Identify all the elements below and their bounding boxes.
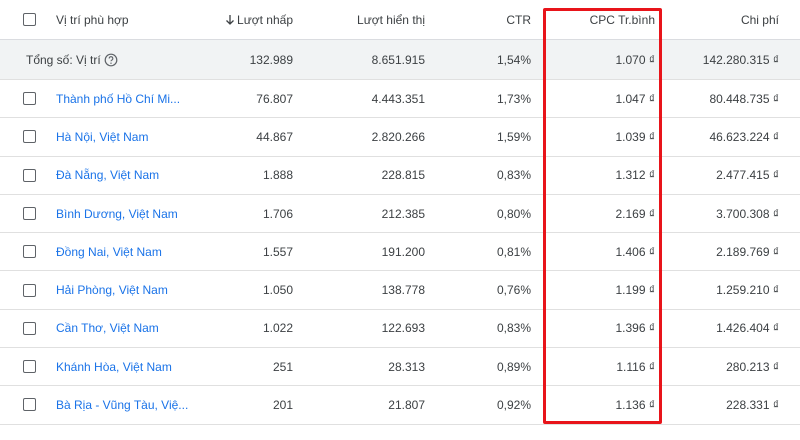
cell-value: 1.557 <box>262 244 293 259</box>
cell-value: Lượt nhấp <box>237 12 293 27</box>
cell-value: 1,54% <box>496 52 531 67</box>
cell-value: 44.867 <box>256 129 293 144</box>
cell-label: Thành phố Hồ Chí Mi... <box>56 91 181 106</box>
cell-value: 1.312 ₫ <box>615 168 655 183</box>
checkbox[interactable] <box>23 360 36 374</box>
cell-value: 1.406 ₫ <box>615 244 655 259</box>
cell-value: 132.989 <box>249 52 293 67</box>
cell-value: 0,80% <box>496 206 531 221</box>
checkbox[interactable] <box>23 245 36 259</box>
data-row: Cần Thơ, Việt Nam 1.022 122.693 0,83% 1.396 … <box>0 310 800 349</box>
cell-value: 1.706 <box>262 206 293 221</box>
data-row: Hà Nội, Việt Nam 44.867 2.820.266 1,59% 1.03… <box>0 118 800 157</box>
checkbox[interactable] <box>23 130 36 144</box>
checkbox[interactable] <box>23 398 36 412</box>
cell-value: CTR <box>506 12 531 27</box>
checkbox[interactable] <box>23 92 36 105</box>
cell-value: 46.623.224 ₫ <box>709 129 779 144</box>
cell-value: 1.116 ₫ <box>616 359 655 374</box>
cell-value: 2.477.415 ₫ <box>716 168 779 183</box>
data-row: Thành phố Hồ Chí Mi... 76.807 4.443.351 1,7… <box>0 80 800 119</box>
data-row: Hải Phòng, Việt Nam 1.050 138.778 0,76% 1.19… <box>0 272 800 310</box>
data-row: Đồng Nai, Việt Nam 1.557 191.200 0,81% 1.406… <box>0 233 800 272</box>
cell-value: 2.169 ₫ <box>615 206 655 221</box>
cell-value: 228.331 ₫ <box>726 398 779 413</box>
cell-value: 1.070 ₫ <box>615 52 655 67</box>
data-row: Đà Nẵng, Việt Nam 1.888 228.815 0,83% 1.312 … <box>0 157 800 195</box>
checkbox[interactable] <box>23 283 36 297</box>
cell-value: 1.136 ₫ <box>615 398 655 413</box>
cell-label: Đồng Nai, Việt Nam <box>56 244 162 259</box>
cell-value: 212.385 <box>381 206 425 221</box>
cell-value: 1.426.404 ₫ <box>716 321 779 336</box>
data-row: Bà Rịa - Vũng Tàu, Việ... 201 21.807 0,92% 1… <box>0 386 800 425</box>
cell-value: 0,83% <box>496 321 531 336</box>
cell-value: 4.443.351 <box>371 91 425 106</box>
header-row: Vị trí phù hợp Lượt nhấp Lượt hiển thị CTR C… <box>0 0 800 40</box>
cell-label: Khánh Hòa, Việt Nam <box>56 359 172 374</box>
cell-value: 1.888 <box>262 168 293 183</box>
data-row: Khánh Hòa, Việt Nam 251 28.313 0,89% 1.116 ₫… <box>0 348 800 387</box>
cell-value: 1,59% <box>496 129 531 144</box>
cell-value: 201 <box>272 398 293 413</box>
cell-label: Tổng số: Vị trí <box>26 52 101 67</box>
cell-value: 2.189.769 ₫ <box>716 244 779 259</box>
cell-value: 2.820.266 <box>371 129 425 144</box>
total-row: Tổng số: Vị trí 132.989 8.651.915 1,54% 1.07… <box>0 40 800 80</box>
checkbox[interactable] <box>23 321 36 335</box>
cell-value: 80.448.735 ₫ <box>709 91 779 106</box>
checkbox[interactable] <box>23 13 36 26</box>
cell-value: 1.047 ₫ <box>615 91 655 106</box>
sort-arrow[interactable] <box>225 14 235 26</box>
cell-value: 21.807 <box>388 398 425 413</box>
cell-value: 251 <box>272 359 293 374</box>
cell-label: Vị trí phù hợp <box>56 12 129 27</box>
cell-label: Hà Nội, Việt Nam <box>56 129 149 144</box>
cell-value: 1.396 ₫ <box>615 321 655 336</box>
cell-value: 3.700.308 ₫ <box>716 206 779 221</box>
cell-value: Chi phí <box>740 12 779 27</box>
cell-value: 1.022 <box>262 321 293 336</box>
cell-value: 228.815 <box>381 168 425 183</box>
cell-label: Hải Phòng, Việt Nam <box>56 283 168 298</box>
cell-value: 8.651.915 <box>371 52 425 67</box>
help-icon[interactable] <box>104 53 118 67</box>
cell-value: 28.313 <box>388 359 425 374</box>
data-row: Bình Dương, Việt Nam 1.706 212.385 0,80% 2.1… <box>0 195 800 234</box>
cell-value: 1.050 <box>262 283 293 298</box>
cell-value: 142.280.315 ₫ <box>702 52 779 67</box>
cell-label: Bình Dương, Việt Nam <box>56 206 178 221</box>
cell-value: 138.778 <box>381 283 425 298</box>
cell-value: 0,92% <box>496 398 531 413</box>
cell-value: CPC Tr.bình <box>589 12 655 27</box>
cell-value: 1.259.210 ₫ <box>716 283 779 298</box>
cell-value: Lượt hiển thị <box>357 12 425 27</box>
cell-value: 191.200 <box>381 244 425 259</box>
cell-value: 280.213 ₫ <box>726 359 779 374</box>
cell-label: Đà Nẵng, Việt Nam <box>56 168 160 183</box>
cell-value: 0,76% <box>496 283 531 298</box>
cell-value: 122.693 <box>381 321 425 336</box>
checkbox[interactable] <box>23 168 36 182</box>
cell-value: 0,81% <box>496 244 531 259</box>
cell-value: 1.039 ₫ <box>615 129 655 144</box>
checkbox[interactable] <box>23 206 36 220</box>
cell-value: 0,83% <box>496 168 531 183</box>
cell-label: Bà Rịa - Vũng Tàu, Việ... <box>56 398 189 413</box>
highlight-box <box>543 8 662 424</box>
cell-value: 76.807 <box>256 91 293 106</box>
cell-value: 0,89% <box>496 359 531 374</box>
cell-value: 1,73% <box>496 91 531 106</box>
cell-label: Cần Thơ, Việt Nam <box>56 321 159 336</box>
cell-value: 1.199 ₫ <box>615 283 655 298</box>
